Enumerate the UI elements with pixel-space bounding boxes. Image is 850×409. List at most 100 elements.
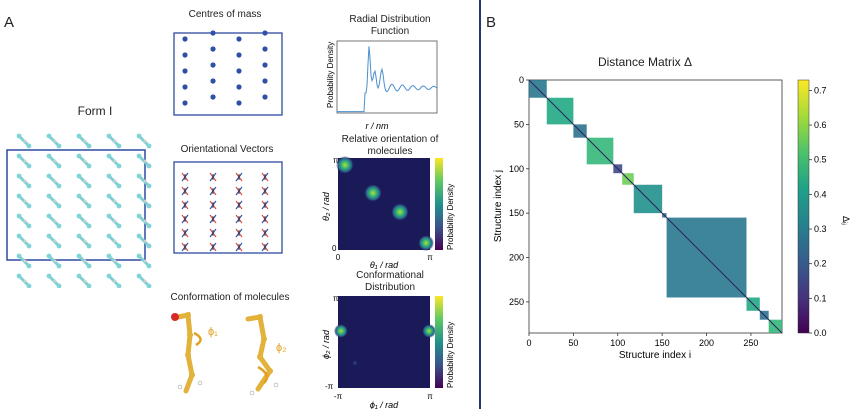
com-dot	[182, 84, 188, 90]
matrix-ylabel: Structure index j	[493, 170, 504, 242]
com-dots	[182, 30, 268, 106]
colorbar-tick-label: 0.2	[814, 259, 827, 269]
com-title: Centres of mass	[188, 9, 262, 20]
crystal-molecule	[136, 213, 152, 229]
rdf-plot: Probability Density r / nm	[326, 40, 438, 131]
y-tick-label: 0	[519, 75, 524, 85]
com-dot	[236, 84, 242, 90]
vector-mark	[209, 172, 217, 182]
matrix-cbar-label: Δᵢⱼ	[841, 216, 850, 225]
cd-tick-x-left: -π	[334, 392, 343, 401]
rdf-title-2: Function	[370, 26, 410, 37]
crystal-molecule	[76, 213, 92, 229]
crystal-molecule	[46, 213, 62, 229]
vector-mark	[235, 186, 243, 196]
vector-mark	[261, 214, 269, 224]
x-tick-label: 250	[743, 338, 758, 348]
crystal-molecule	[16, 153, 32, 169]
crystal-molecule	[76, 193, 92, 209]
crystal-molecule	[136, 153, 152, 169]
vector-mark	[181, 228, 189, 238]
colorbar-tick-label: 0.1	[814, 293, 827, 303]
vector-mark	[181, 214, 189, 224]
rel-title-2: molecules	[367, 146, 413, 157]
x-tick-label: 200	[699, 338, 714, 348]
panel-a-letter: A	[4, 14, 15, 31]
x-tick-label: 100	[610, 338, 625, 348]
cd-xlabel: ϕ₁ / rad	[370, 400, 399, 409]
vector-mark	[261, 200, 269, 210]
y-tick-label: 100	[509, 164, 524, 174]
crystal-molecule	[76, 173, 92, 189]
vector-mark	[209, 200, 217, 210]
rel-tick-x-left: 0	[336, 253, 341, 262]
crystal-molecule	[136, 193, 152, 209]
crystal-molecule	[16, 173, 32, 189]
colorbar-tick-label: 0.6	[814, 120, 827, 130]
crystal-molecule	[16, 213, 32, 229]
rel-tick-y-bottom: 0	[332, 244, 337, 253]
crystal-molecule	[76, 253, 92, 269]
crystal-molecule	[106, 193, 122, 209]
conf-title: Conformation of molecules	[170, 292, 290, 303]
vector-mark	[181, 186, 189, 196]
vector-mark	[181, 200, 189, 210]
com-dot	[236, 100, 242, 106]
vector-mark	[261, 242, 269, 252]
vector-mark	[181, 242, 189, 252]
conformation-image: ϕ₁ ϕ₂	[171, 312, 286, 396]
vector-mark	[209, 228, 217, 238]
vector-mark	[209, 242, 217, 252]
rel-orient-plot: Probability Density θ₂ / rad π 0 0 π θ₁ …	[321, 156, 455, 270]
molecule-left	[171, 312, 203, 394]
panel-divider	[479, 0, 481, 409]
x-tick-label: 150	[655, 338, 670, 348]
com-dot	[236, 68, 242, 74]
rdf-ylabel: Probability Density	[326, 42, 335, 108]
panel-b-letter: B	[486, 14, 497, 31]
crystal-molecule	[16, 253, 32, 269]
com-dot	[262, 30, 268, 36]
vector-mark	[235, 228, 243, 238]
crystal-molecule	[16, 233, 32, 249]
com-dot	[236, 36, 242, 42]
crystal-molecule	[46, 193, 62, 209]
molecule-right	[245, 314, 279, 396]
com-dot	[262, 94, 268, 100]
crystal-structure-image	[6, 133, 152, 288]
vector-plot	[173, 161, 283, 254]
crystal-molecule	[136, 233, 152, 249]
com-dot	[182, 52, 188, 58]
crystal-molecule	[46, 273, 62, 288]
com-dot	[210, 30, 216, 36]
crystal-molecule	[106, 173, 122, 189]
com-dot	[262, 46, 268, 52]
crystal-molecule	[106, 233, 122, 249]
vector-mark	[209, 186, 217, 196]
y-tick-label: 150	[509, 208, 524, 218]
cd-tick-y-top: π	[333, 294, 339, 303]
vector-mark	[181, 172, 189, 182]
vector-mark	[235, 242, 243, 252]
matrix-title: Distance Matrix Δ	[597, 55, 693, 69]
cd-cbar-label: Probability Density	[446, 322, 455, 388]
phi2-label: ϕ₂	[276, 342, 286, 354]
crystal-molecule	[106, 153, 122, 169]
y-tick-label: 50	[514, 119, 524, 129]
crystal-molecule	[16, 193, 32, 209]
crystal-molecule	[106, 133, 122, 149]
com-dot	[210, 94, 216, 100]
com-dot	[210, 46, 216, 52]
crystal-molecule	[106, 273, 122, 288]
colorbar-tick-label: 0.5	[814, 155, 827, 165]
vector-mark	[261, 172, 269, 182]
cd-title-2: Distribution	[364, 282, 416, 293]
y-tick-label: 250	[509, 297, 524, 307]
crystal-molecule	[46, 153, 62, 169]
matrix-xlabel: Structure index i	[619, 350, 691, 361]
crystal-molecule	[46, 233, 62, 249]
com-dot	[182, 68, 188, 74]
crystal-molecule	[46, 253, 62, 269]
com-dot	[236, 52, 242, 58]
vec-title: Orientational Vectors	[180, 144, 274, 155]
